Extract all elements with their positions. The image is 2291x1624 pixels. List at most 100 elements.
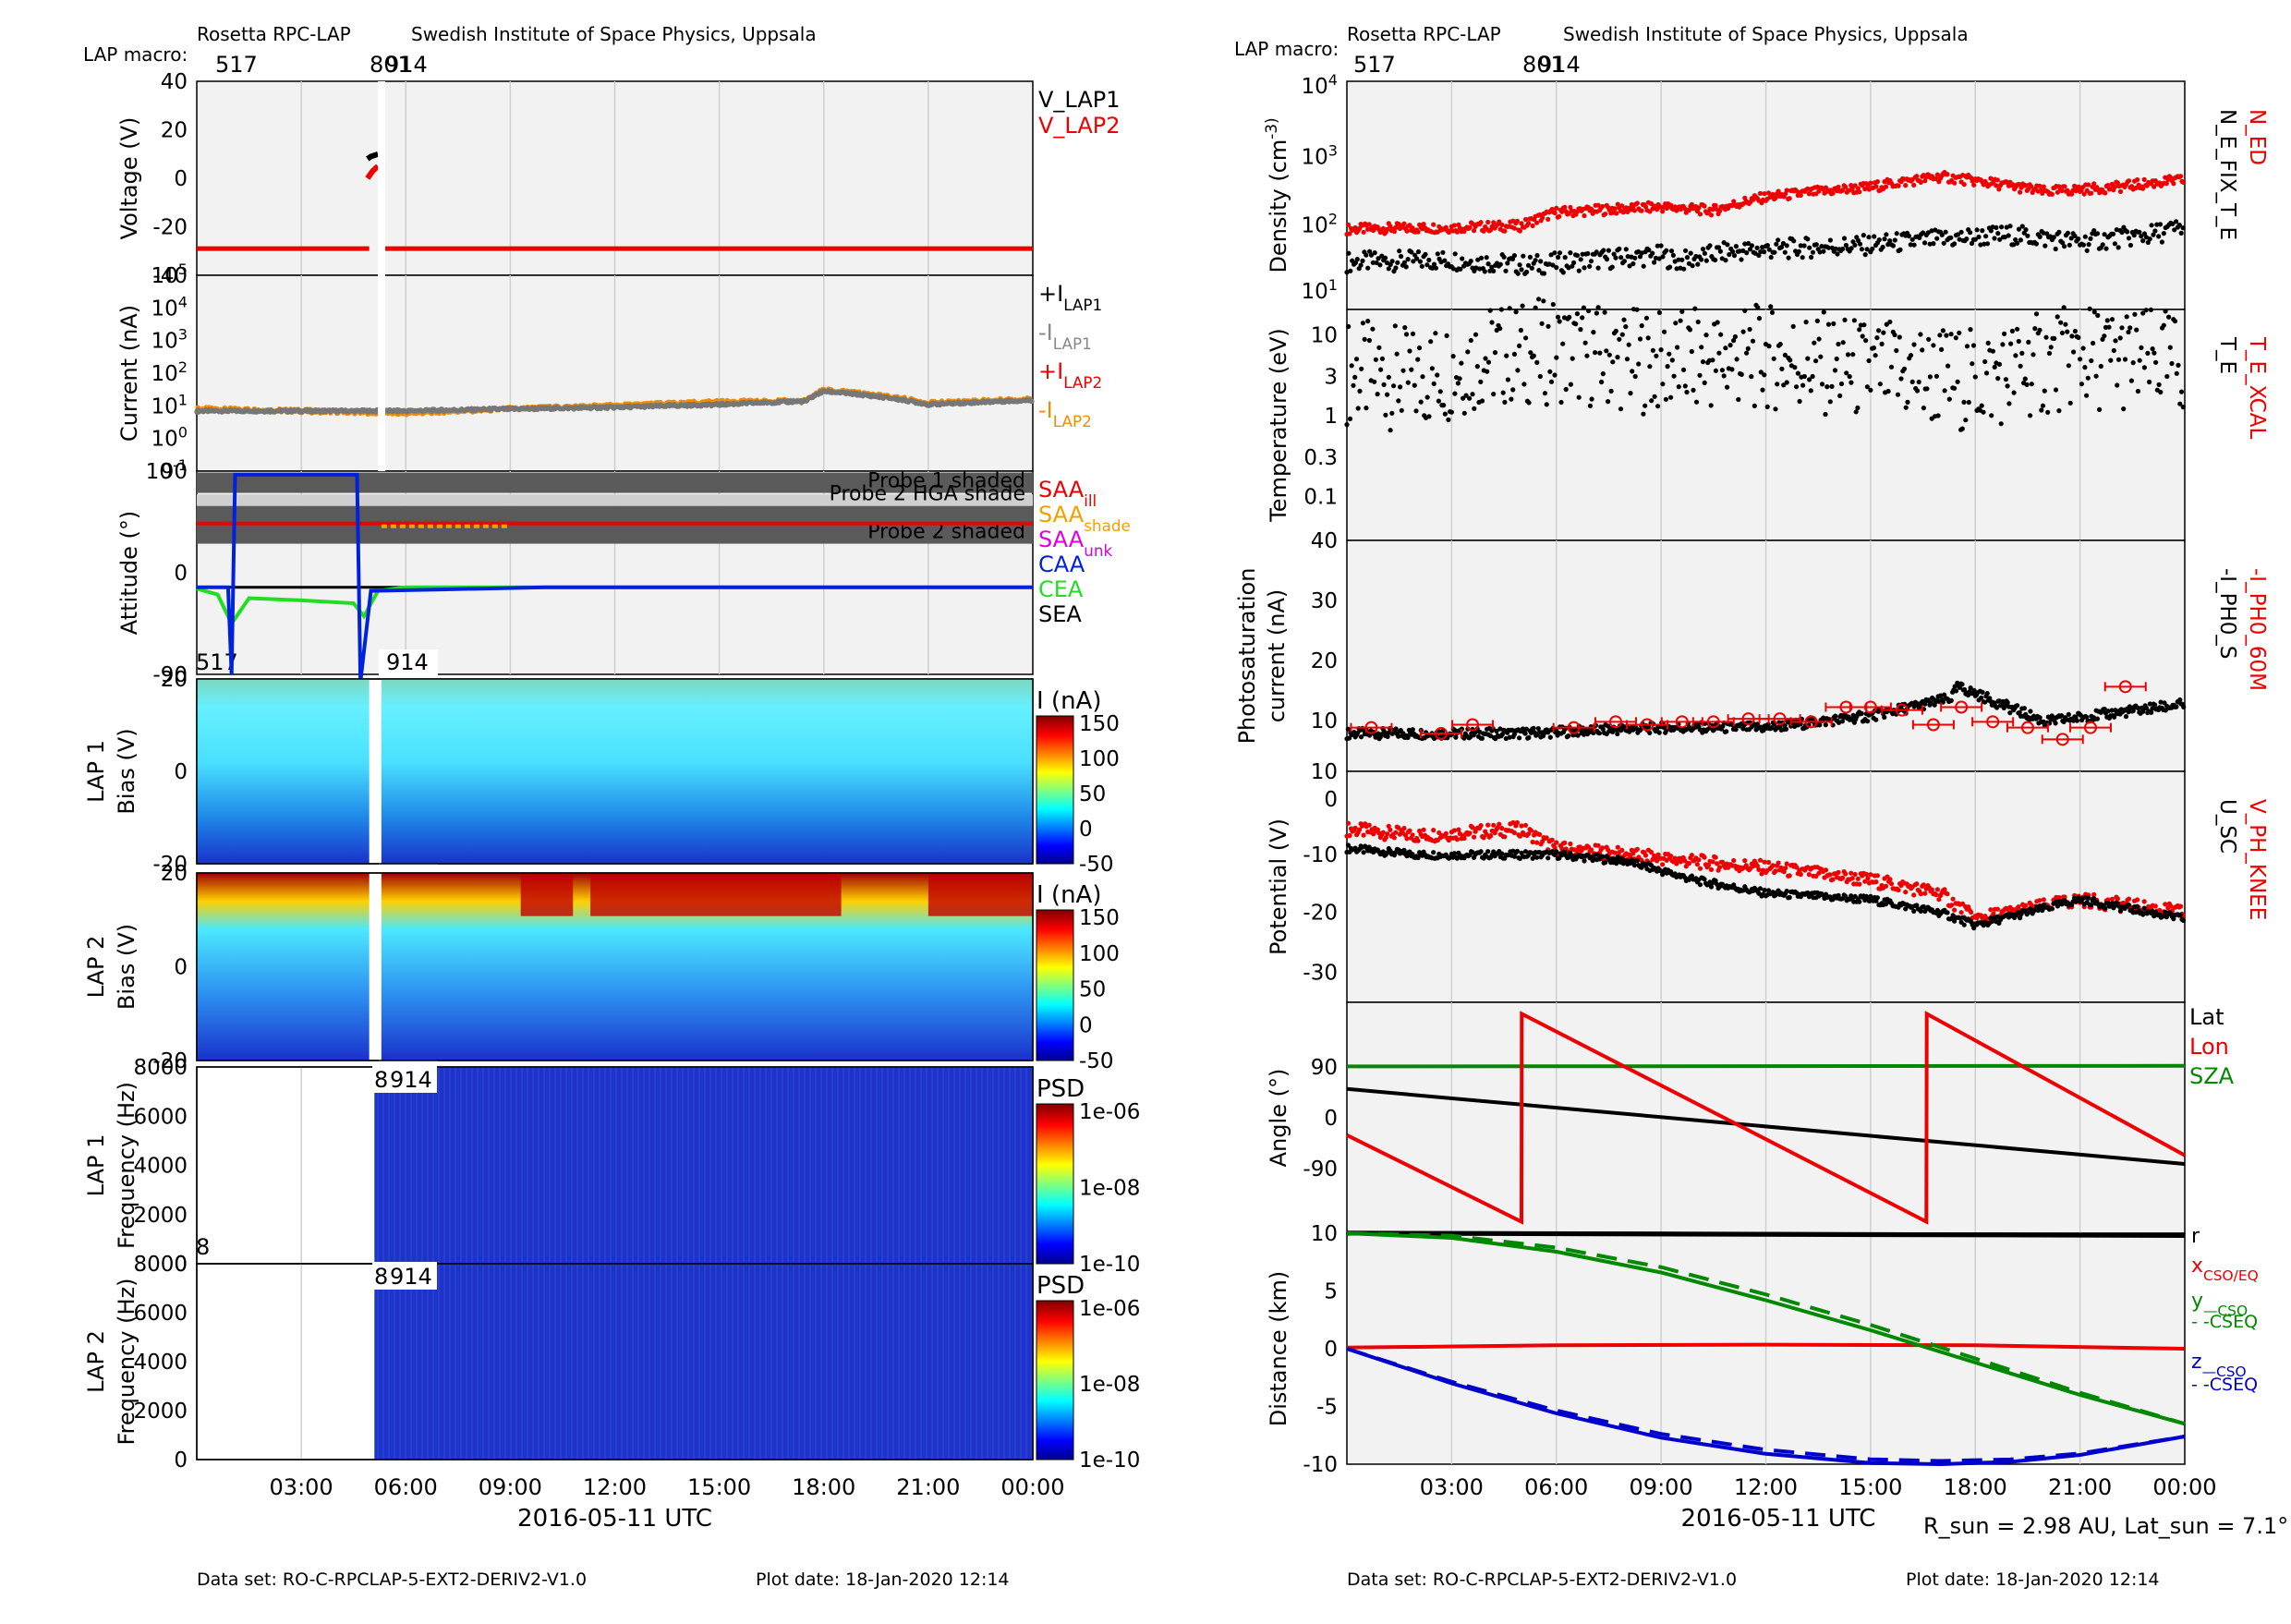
colorbar-tick: 1e-10 [1079,1253,1140,1277]
sun-distance-note: R_sun = 2.98 AU, Lat_sun = 7.1° [1923,1513,2288,1539]
right-macro-label: LAP macro: [1234,38,1339,60]
legend--i-ph0-s: -I_PH0_S [2215,568,2239,659]
left-xtick: 09:00 [479,1474,542,1500]
right-panel-1-ytick: 104 [1301,70,1338,99]
right-panel-1-ylabel: Density (cm-3) [1262,117,1291,273]
colorbar-tick: 150 [1079,712,1120,736]
right-xtick: 18:00 [1944,1474,2007,1500]
left-institute: Swedish Institute of Space Physics, Upps… [411,23,817,45]
right-panel-4-ytick: 0 [1324,788,1338,812]
left-panel-1-ylabel: Voltage (V) [116,117,142,240]
left-panel-5-ytick: 0 [174,956,188,980]
right-panel-6-ylabel: Distance (km) [1266,1271,1291,1427]
left-panel-4-ylabel2: Bias (V) [114,728,139,814]
left-panel-2-ytick: 103 [151,325,188,354]
legend-t-e: T_E [2215,336,2239,374]
left-xtick: 18:00 [792,1474,855,1500]
left-plot-date: Plot date: 18-Jan-2020 12:14 [756,1569,1010,1590]
legend-lat: Lat [2189,1004,2224,1030]
colorbar-title: PSD [1036,1075,1085,1103]
right-xtick: 00:00 [2152,1474,2216,1500]
left-panel-5-ylabel2: Bias (V) [114,924,139,1010]
right-panel-3-ytick: 40 [1311,529,1338,553]
legend-v-lap1: V_LAP1 [1038,87,1121,113]
right-xtick: 03:00 [1420,1474,1484,1500]
right-panel-2-ytick: 1 [1324,405,1338,429]
heatmap-macro-b: 914 [386,649,429,675]
left-xtick: 03:00 [270,1474,333,1500]
colorbar-tick: -50 [1079,853,1114,877]
psd-macro-b: 914 [390,1067,432,1093]
left-panel-7-ytick: 8000 [133,1253,188,1277]
right-panel-3-ylabel2: current (nA) [1264,589,1290,723]
legend-v-lap2: V_LAP2 [1038,113,1121,139]
right-xaxis-label: 2016-05-11 UTC [1681,1505,1876,1533]
psd-macro-a: 8 [374,1067,388,1093]
legend-v-ph-knee: V_PH_KNEE [2245,799,2269,920]
colorbar-tick: 0 [1079,818,1093,842]
right-panel-2-ytick: 0.3 [1303,446,1338,470]
colorbar-tick: 0 [1079,1013,1093,1037]
right-panel-2-ytick: 10 [1311,324,1338,348]
right-macro-914: 914 [1538,52,1581,78]
right-panel-2-ylabel: Temperature (eV) [1266,328,1291,523]
left-panel-6-ylabel1: LAP 1 [83,1134,109,1197]
colorbar-tick: 150 [1079,906,1120,930]
left-panel-1-ytick: 40 [161,70,188,94]
legend-distance-3: - -CSEQ [2191,1312,2258,1332]
right-panel-4-ylabel: Potential (V) [1266,818,1291,955]
left-figure: Rosetta RPC-LAP Swedish Institute of Spac… [83,23,1140,1590]
legend-cea: CEA [1038,576,1084,602]
right-panel-5-ylabel: Angle (°) [1266,1069,1291,1168]
left-panel-6-ytick: 8000 [133,1056,188,1080]
left-xtick: 06:00 [374,1474,438,1500]
left-panel-6-ylabel2: Frequency (Hz) [114,1082,139,1249]
left-panel-5-ylabel1: LAP 2 [83,936,109,999]
colorbar-tick: 1e-08 [1079,1373,1140,1397]
legend-n-ed: N_ED [2245,109,2269,165]
left-panel-7-ytick: 6000 [133,1302,188,1326]
left-panel-2-ytick: 100 [151,423,188,452]
left-panel-1-ytick: 0 [174,167,188,191]
left-panel-6-ytick: 6000 [133,1105,188,1129]
colorbar-tick: 1e-06 [1079,1297,1140,1321]
left-instrument: Rosetta RPC-LAP [197,23,351,45]
right-panel-5-ytick: -90 [1303,1157,1338,1182]
legend--i-ph0-60m: -I_PH0_60M [2245,568,2269,691]
legend--i-lap2: -ILAP2 [1038,397,1092,430]
right-panel-4-ytick: -10 [1303,843,1338,867]
right-macro-517: 517 [1353,52,1396,78]
left-macro-517: 517 [215,52,258,78]
left-panel-6-ytick: 2000 [133,1204,188,1228]
left-panel-4-ytick: 0 [174,760,188,784]
psd-macro-a: 8 [374,1264,388,1290]
right-panel-1-ytick: 103 [1301,141,1338,170]
left-dataset: Data set: RO-C-RPCLAP-5-EXT2-DERIV2-V1.0 [197,1569,587,1590]
colorbar-tick: 1e-08 [1079,1177,1140,1201]
left-panel-2-ytick: 102 [151,358,188,387]
left-panel-4-ytick: 20 [161,668,188,692]
right-dataset: Data set: RO-C-RPCLAP-5-EXT2-DERIV2-V1.0 [1347,1569,1737,1590]
right-panel-6-ytick: 5 [1324,1280,1338,1304]
colorbar-tick: 50 [1079,978,1106,1002]
colorbar-tick: 1e-10 [1079,1448,1140,1473]
left-panel-5-ytick: 20 [161,862,188,886]
legend--i-lap2: +ILAP2 [1038,358,1102,392]
colorbar-title: I (nA) [1036,881,1101,909]
right-panel-2-ytick: 3 [1324,366,1338,390]
left-panel-7-ylabel2: Frequency (Hz) [114,1279,139,1446]
left-panel-7-ylabel1: LAP 2 [83,1330,109,1393]
left-panel-7-ytick: 4000 [133,1351,188,1375]
colorbar-tick: 1e-06 [1079,1100,1140,1124]
heatmap-macro-a: 8 [196,1234,210,1260]
legend-sza: SZA [2189,1063,2235,1089]
